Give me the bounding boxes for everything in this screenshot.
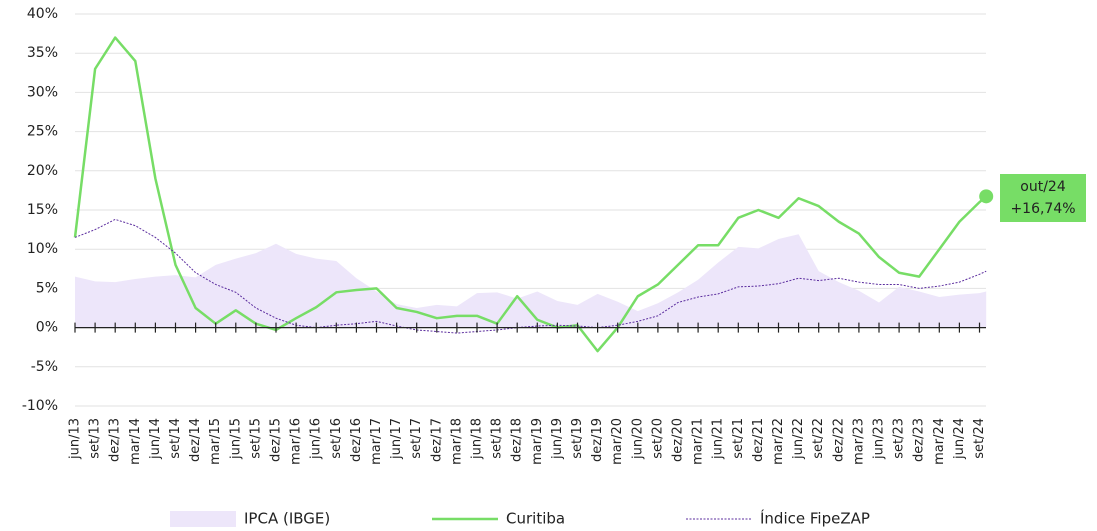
x-tick-label: jun/13 — [68, 418, 83, 460]
x-tick-label: dez/17 — [429, 418, 444, 462]
legend-label: Índice FipeZAP — [760, 509, 870, 528]
x-tick-label: mar/15 — [208, 418, 223, 465]
x-tick-label: jun/24 — [952, 418, 967, 460]
x-tick-label: set/14 — [168, 418, 183, 459]
x-tick-label: mar/20 — [610, 418, 625, 465]
y-tick-label: 10% — [27, 241, 58, 257]
y-tick-label: 15% — [27, 202, 58, 218]
x-tick-label: jun/16 — [309, 418, 324, 460]
legend-label: IPCA (IBGE) — [244, 510, 330, 528]
x-tick-label: jun/23 — [872, 418, 887, 460]
y-tick-label: 40% — [27, 6, 58, 22]
annotation-value: +16,74% — [1010, 201, 1075, 217]
x-tick-label: set/13 — [88, 418, 103, 459]
x-tick-label: jun/17 — [389, 418, 404, 460]
y-tick-label: -5% — [31, 359, 58, 375]
x-tick-label: set/20 — [650, 418, 665, 459]
y-tick-label: 20% — [27, 163, 58, 179]
x-tick-label: mar/24 — [932, 418, 947, 465]
annotation-box — [1000, 174, 1086, 222]
y-tick-label: 0% — [36, 320, 58, 336]
x-tick-label: dez/20 — [671, 418, 686, 462]
x-tick-label: dez/16 — [349, 418, 364, 462]
y-tick-label: 25% — [27, 124, 58, 140]
x-tick-label: dez/13 — [108, 418, 123, 462]
x-tick-label: mar/17 — [369, 418, 384, 465]
x-tick-label: jun/20 — [630, 418, 645, 460]
x-tick-label: mar/18 — [449, 418, 464, 465]
x-tick-label: mar/16 — [289, 418, 304, 465]
x-tick-label: jun/19 — [550, 418, 565, 460]
x-tick-label: dez/23 — [912, 418, 927, 462]
legend-swatch — [170, 511, 236, 527]
x-tick-label: set/18 — [490, 418, 505, 459]
x-tick-label: set/17 — [409, 418, 424, 459]
x-tick-label: jun/22 — [791, 418, 806, 460]
y-tick-label: 35% — [27, 45, 58, 61]
x-tick-label: mar/23 — [851, 418, 866, 465]
x-tick-label: set/16 — [329, 418, 344, 459]
legend-label: Curitiba — [506, 510, 565, 528]
y-tick-label: -10% — [22, 398, 58, 414]
x-tick-label: mar/22 — [771, 418, 786, 465]
x-tick-label: set/23 — [892, 418, 907, 459]
x-tick-label: set/15 — [248, 418, 263, 459]
x-tick-label: jun/15 — [228, 418, 243, 460]
line — [73, 36, 988, 353]
y-tick-label: 30% — [27, 84, 58, 100]
x-tick-label: dez/19 — [590, 418, 605, 462]
x-tick-label: set/19 — [570, 418, 585, 459]
x-tick-label: jun/18 — [470, 418, 485, 460]
area — [75, 234, 987, 328]
x-tick-label: jun/14 — [148, 418, 163, 460]
y-tick-label: 5% — [36, 280, 58, 296]
x-tick-label: set/22 — [811, 418, 826, 459]
x-tick-label: set/24 — [972, 418, 987, 459]
x-tick-label: dez/21 — [751, 418, 766, 462]
x-tick-label: jun/21 — [711, 418, 726, 460]
x-tick-label: set/21 — [731, 418, 746, 459]
x-tick-label: mar/21 — [691, 418, 706, 465]
annotation-date: out/24 — [1020, 179, 1066, 195]
x-tick-label: mar/14 — [128, 418, 143, 465]
x-tick-label: mar/19 — [530, 418, 545, 465]
x-tick-label: dez/14 — [188, 418, 203, 462]
x-tick-label: dez/18 — [510, 418, 525, 462]
end-point — [979, 189, 994, 204]
x-tick-label: dez/22 — [831, 418, 846, 462]
x-tick-label: dez/15 — [269, 418, 284, 462]
line — [74, 218, 987, 334]
